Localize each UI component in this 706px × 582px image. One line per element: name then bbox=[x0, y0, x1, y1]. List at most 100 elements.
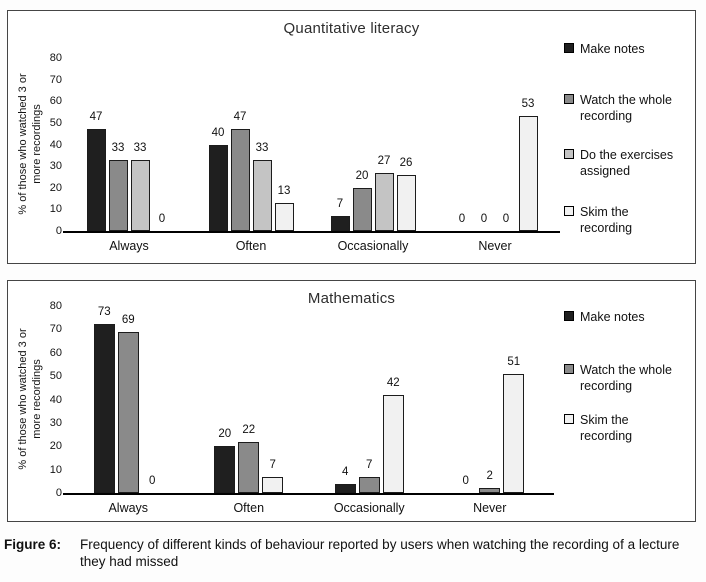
x-category-label: Always bbox=[108, 501, 149, 515]
x-category-label: Occasionally bbox=[333, 501, 405, 515]
bar-slot: 20 bbox=[352, 58, 372, 231]
legend-marker bbox=[564, 94, 574, 104]
bar-slot: 33 bbox=[130, 58, 150, 231]
bar-value-label: 33 bbox=[111, 141, 125, 154]
legend-label: Do the exercises assigned bbox=[580, 148, 674, 178]
bar-slot: 2 bbox=[479, 306, 501, 493]
bar-value-label: 33 bbox=[133, 141, 147, 154]
legend-item-watch-the-whole-recording: Watch the whole recording bbox=[564, 92, 676, 124]
x-category-label: Often bbox=[233, 501, 265, 515]
bar-skim-the-recording-occasionally bbox=[396, 174, 416, 231]
bar-slot: 7 bbox=[358, 306, 380, 493]
y-tick-label: 0 bbox=[55, 487, 62, 499]
bar-value-label: 33 bbox=[255, 141, 269, 154]
bar-watch-the-whole-recording-occasionally bbox=[352, 187, 372, 231]
legend-label: Make notes bbox=[580, 310, 645, 324]
bar-slot: 4 bbox=[334, 306, 356, 493]
bar-value-label: 73 bbox=[97, 306, 111, 318]
bar-slot: 40 bbox=[208, 58, 228, 231]
legend-label: Watch the whole recording bbox=[580, 363, 672, 393]
bar-skim-the-recording-never bbox=[503, 373, 525, 493]
x-axis-line bbox=[63, 493, 554, 495]
bar-value-label: 2 bbox=[486, 470, 493, 483]
bar-value-label: 22 bbox=[242, 423, 256, 436]
bar-do-the-exercises-assigned-occasionally bbox=[374, 172, 394, 231]
bar-value-label: 4 bbox=[342, 465, 349, 478]
category-group-occasionally: 7 20 27 26 bbox=[312, 58, 434, 231]
y-tick-label: 10 bbox=[49, 203, 62, 216]
bar-make-notes-always bbox=[86, 129, 106, 231]
legend-label: Skim the recording bbox=[580, 413, 633, 443]
y-tick-label: 50 bbox=[49, 116, 62, 129]
y-tick-label: 80 bbox=[49, 300, 62, 312]
bar-watch-the-whole-recording-never bbox=[479, 488, 501, 493]
bar-slot: 33 bbox=[108, 58, 128, 231]
category-group-never: 0 2 51 bbox=[430, 306, 551, 493]
bar-value-label: 20 bbox=[218, 428, 232, 441]
bar-value-label: 0 bbox=[462, 475, 469, 487]
legend-item-make-notes: Make notes bbox=[564, 41, 676, 57]
chart-mathematics: Mathematics % of those who watched 3 or … bbox=[7, 280, 696, 522]
legend-item-do-the-exercises-assigned: Do the exercises assigned bbox=[564, 147, 676, 179]
bar-skim-the-recording-never bbox=[518, 116, 538, 231]
figure-caption: Figure 6: Frequency of different kinds o… bbox=[4, 536, 702, 570]
y-tick-label: 50 bbox=[49, 370, 62, 383]
bar-make-notes-often bbox=[208, 144, 228, 231]
category-group-often: 40 47 33 13 bbox=[190, 58, 312, 231]
y-tick-label: 30 bbox=[49, 160, 62, 173]
bar-groups: 47 33 33 0 40 47 33 13 7 20 27 26 0 0 0 53 bbox=[68, 58, 556, 231]
category-group-always: 73 69 0 bbox=[68, 306, 189, 493]
y-tick-label: 20 bbox=[49, 181, 62, 194]
x-category-label: Occasionally bbox=[337, 239, 409, 253]
legend-marker bbox=[564, 364, 574, 374]
legend-marker bbox=[564, 43, 574, 53]
bar-watch-the-whole-recording-occasionally bbox=[358, 476, 380, 493]
chart-title: Mathematics bbox=[307, 290, 396, 307]
bar-watch-the-whole-recording-often bbox=[230, 129, 250, 231]
bar-slot: 0 bbox=[497, 58, 516, 231]
bar-value-label: 69 bbox=[121, 313, 135, 326]
legend-marker bbox=[564, 414, 574, 424]
chart-quantitative-literacy: Quantitative literacy % of those who wat… bbox=[7, 10, 696, 264]
bar-slot: 0 bbox=[455, 306, 476, 493]
legend-item-skim-the-recording: Skim the recording bbox=[564, 412, 676, 444]
bar-slot: 53 bbox=[518, 58, 538, 231]
legend-label: Make notes bbox=[580, 42, 645, 56]
bar-slot: 0 bbox=[475, 58, 494, 231]
y-tick-label: 0 bbox=[55, 225, 62, 237]
bar-slot: 7 bbox=[262, 306, 284, 493]
figure-caption-text: Frequency of different kinds of behaviou… bbox=[80, 537, 680, 569]
bar-value-label: 53 bbox=[521, 98, 535, 111]
bar-value-label: 51 bbox=[507, 355, 521, 368]
bar-slot: 73 bbox=[93, 306, 115, 493]
bar-make-notes-often bbox=[214, 446, 236, 493]
bar-value-label: 0 bbox=[458, 213, 466, 225]
category-group-occasionally: 4 7 42 bbox=[309, 306, 430, 493]
category-group-often: 20 22 7 bbox=[189, 306, 310, 493]
bar-value-label: 20 bbox=[355, 169, 369, 182]
x-category-label: Always bbox=[109, 239, 149, 253]
bar-make-notes-always bbox=[93, 324, 115, 493]
bar-value-label: 47 bbox=[233, 111, 247, 124]
bar-slot: 47 bbox=[230, 58, 250, 231]
bar-slot: 69 bbox=[117, 306, 139, 493]
bar-value-label: 47 bbox=[89, 111, 103, 124]
x-category-label: Never bbox=[473, 501, 507, 515]
bar-skim-the-recording-often bbox=[262, 476, 284, 493]
bar-value-label: 0 bbox=[149, 475, 156, 487]
bar-value-label: 7 bbox=[336, 197, 344, 210]
x-axis-line bbox=[63, 231, 560, 233]
y-tick-label: 70 bbox=[49, 73, 62, 86]
y-tick-label: 30 bbox=[49, 416, 62, 429]
bar-value-label: 7 bbox=[269, 458, 276, 471]
legend-item-skim-the-recording: Skim the recording bbox=[564, 204, 676, 236]
bar-slot: 13 bbox=[274, 58, 294, 231]
bar-groups: 73 69 0 20 22 7 4 7 42 0 2 51 bbox=[68, 306, 550, 493]
bar-value-label: 40 bbox=[211, 126, 225, 139]
y-tick-label: 40 bbox=[49, 138, 62, 151]
y-tick-label: 20 bbox=[49, 440, 62, 453]
bar-value-label: 13 bbox=[277, 184, 291, 197]
category-group-always: 47 33 33 0 bbox=[68, 58, 190, 231]
y-tick-label: 10 bbox=[49, 463, 62, 476]
